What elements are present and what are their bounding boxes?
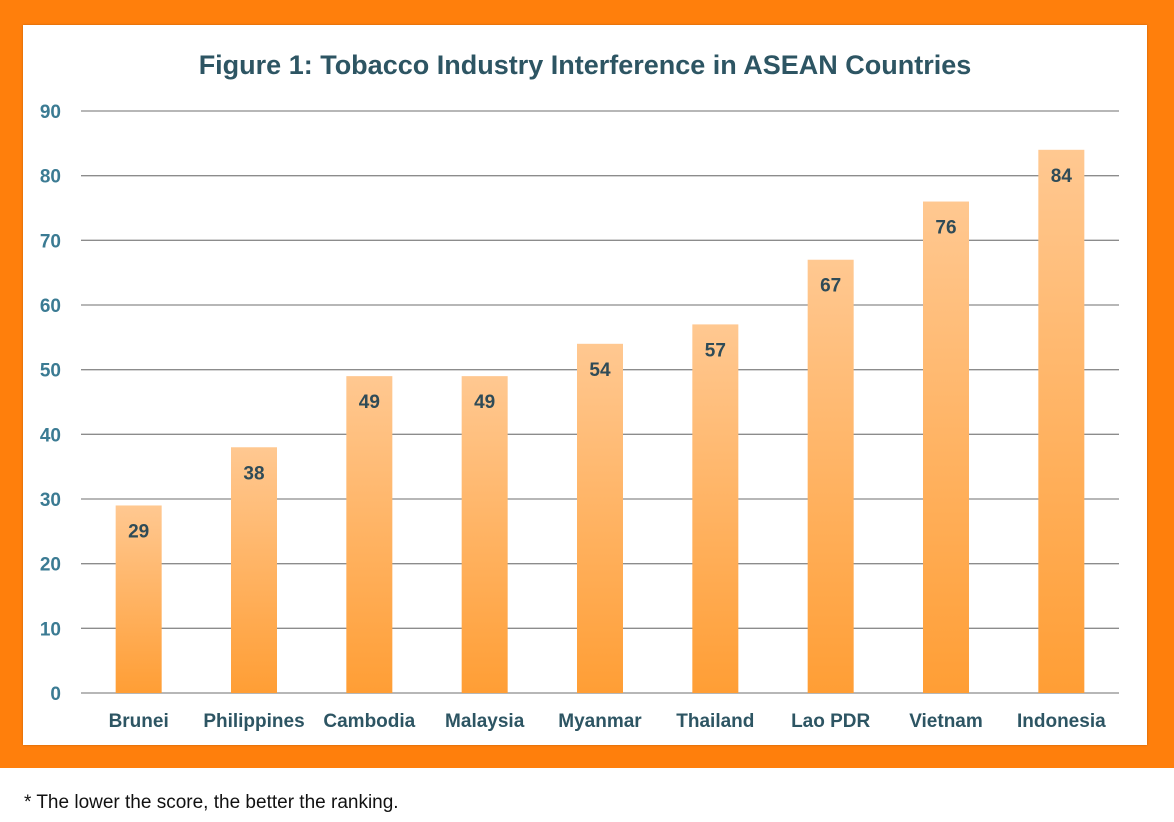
x-tick-label: Indonesia	[1017, 711, 1106, 732]
x-tick-label: Thailand	[676, 711, 754, 732]
y-tick-label: 0	[50, 684, 61, 705]
y-tick-label: 10	[40, 619, 61, 640]
bar-chart: Figure 1: Tobacco Industry Interference …	[40, 50, 1119, 732]
bar-thailand	[692, 324, 739, 693]
y-axis: 0 10 20 30 40 50 60 70 80 90	[40, 102, 61, 705]
bar-vietnam	[923, 201, 969, 694]
data-labels: 29 38 49 49 54 57 67 76 84	[128, 166, 1072, 543]
bar-indonesia	[1038, 149, 1085, 694]
data-label: 38	[243, 463, 264, 484]
x-tick-label: Malaysia	[445, 711, 525, 732]
x-tick-label: Cambodia	[323, 711, 415, 732]
bars	[115, 149, 1085, 694]
x-tick-label: Myanmar	[558, 711, 642, 732]
y-tick-label: 70	[40, 231, 61, 252]
data-label: 29	[128, 521, 149, 542]
bar-lao-pdr	[807, 259, 854, 693]
y-tick-label: 60	[40, 296, 61, 317]
bar-philippines	[231, 447, 277, 693]
data-label: 49	[474, 392, 495, 413]
data-label: 76	[935, 218, 956, 239]
data-label: 54	[589, 360, 611, 381]
chart-panel: Figure 1: Tobacco Industry Interference …	[23, 25, 1147, 745]
x-tick-label: Vietnam	[909, 711, 983, 732]
chart-title: Figure 1: Tobacco Industry Interference …	[199, 50, 972, 80]
y-tick-label: 90	[40, 102, 61, 123]
y-tick-label: 20	[40, 555, 61, 576]
data-label: 49	[359, 392, 380, 413]
y-tick-label: 30	[40, 490, 61, 511]
x-tick-label: Philippines	[203, 711, 304, 732]
x-axis: Brunei Philippines Cambodia Malaysia Myanmar…	[109, 711, 1107, 732]
bar-myanmar	[577, 343, 623, 693]
x-tick-label: Brunei	[109, 711, 169, 732]
footnote: * The lower the score, the better the ra…	[24, 792, 399, 813]
x-tick-label: Lao PDR	[791, 711, 870, 732]
bar-malaysia	[461, 376, 508, 693]
y-tick-label: 80	[40, 167, 61, 188]
data-label: 67	[820, 276, 841, 297]
orange-frame: Figure 1: Tobacco Industry Interference …	[0, 0, 1174, 768]
y-tick-label: 40	[40, 425, 61, 446]
data-label: 57	[705, 340, 726, 361]
bar-cambodia	[346, 376, 393, 693]
bar-brunei	[115, 505, 162, 693]
y-tick-label: 50	[40, 361, 61, 382]
data-label: 84	[1051, 166, 1073, 187]
